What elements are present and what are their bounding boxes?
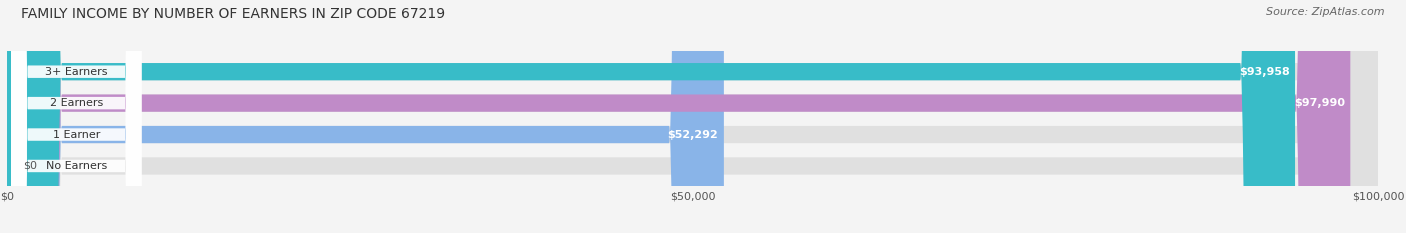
Text: $0: $0: [24, 161, 38, 171]
Text: $97,990: $97,990: [1294, 98, 1346, 108]
FancyBboxPatch shape: [7, 0, 1295, 233]
Text: 3+ Earners: 3+ Earners: [45, 67, 107, 77]
FancyBboxPatch shape: [11, 0, 142, 233]
Text: Source: ZipAtlas.com: Source: ZipAtlas.com: [1267, 7, 1385, 17]
FancyBboxPatch shape: [7, 0, 1378, 233]
Text: No Earners: No Earners: [45, 161, 107, 171]
Text: $93,958: $93,958: [1239, 67, 1289, 77]
Text: 1 Earner: 1 Earner: [52, 130, 100, 140]
FancyBboxPatch shape: [11, 0, 142, 233]
FancyBboxPatch shape: [11, 0, 142, 233]
FancyBboxPatch shape: [7, 0, 1378, 233]
FancyBboxPatch shape: [7, 0, 1378, 233]
Text: FAMILY INCOME BY NUMBER OF EARNERS IN ZIP CODE 67219: FAMILY INCOME BY NUMBER OF EARNERS IN ZI…: [21, 7, 446, 21]
FancyBboxPatch shape: [7, 0, 1378, 233]
Text: 2 Earners: 2 Earners: [49, 98, 103, 108]
FancyBboxPatch shape: [7, 0, 724, 233]
FancyBboxPatch shape: [7, 0, 1350, 233]
Text: $52,292: $52,292: [668, 130, 718, 140]
FancyBboxPatch shape: [11, 0, 142, 233]
